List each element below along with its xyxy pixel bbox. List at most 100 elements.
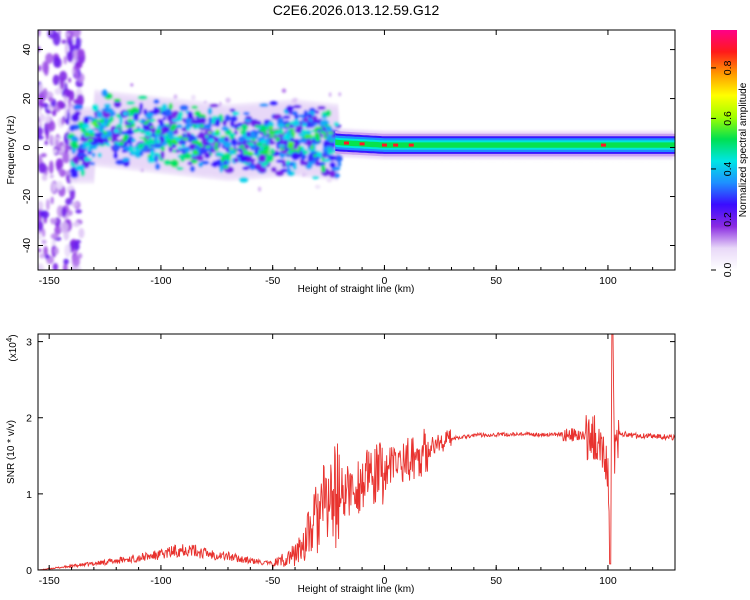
spectral-peak-blob [171, 138, 177, 142]
spectral-energy-blob [73, 104, 84, 110]
spectral-noise-blob [326, 178, 332, 183]
spectral-peak-blob [124, 124, 132, 128]
spectral-peak-blob [236, 127, 241, 131]
spectral-energy-blob [210, 148, 216, 153]
spectral-energy-blob [282, 115, 291, 120]
spectral-peak-blob [287, 141, 295, 146]
spectral-noise-blob [50, 233, 59, 240]
spectral-energy-blob [307, 113, 313, 119]
spectral-peak-blob [177, 135, 183, 139]
spectral-energy-blob [254, 148, 259, 156]
spectral-peak-blob [156, 139, 161, 144]
spectral-noise-blob [63, 144, 70, 154]
spectral-noise-blob [54, 88, 62, 95]
spectral-energy-blob [259, 103, 269, 108]
spectral-hotspot [359, 142, 365, 146]
spectral-energy-blob [317, 105, 326, 110]
spectral-peak-blob [90, 132, 95, 136]
spectral-peak-blob [141, 142, 148, 146]
spectral-noise-blob [38, 263, 45, 270]
spectral-energy-blob [161, 103, 168, 111]
spectral-energy-blob [289, 162, 294, 167]
spectral-peak-blob [232, 151, 237, 155]
spectral-peak-blob [193, 149, 198, 154]
spectral-energy-blob [211, 115, 218, 120]
spectral-energy-blob [106, 107, 114, 114]
spectrogram-xtick-label: 0 [382, 275, 388, 287]
spectral-energy-blob [187, 111, 194, 120]
spectral-energy-blob [229, 108, 236, 113]
spectral-peak-blob [237, 146, 242, 149]
spectral-peak-blob [140, 130, 145, 134]
spectral-noise-blob [49, 30, 53, 34]
spectral-peak-blob [94, 126, 101, 129]
snr-ytick-label: 1 [26, 489, 32, 501]
spectral-energy-blob [282, 159, 286, 168]
spectral-noise-blob [54, 135, 62, 141]
spectral-peak-blob [279, 147, 286, 151]
spectral-peak-blob [167, 143, 173, 148]
spectral-energy-blob [83, 116, 90, 125]
spectrogram-plot-area [38, 30, 675, 270]
spectral-energy-blob [269, 100, 278, 106]
spectral-energy-blob [198, 148, 209, 153]
spectral-energy-blob [96, 110, 103, 119]
spectral-energy-blob [210, 117, 216, 125]
spectral-noise-blob [70, 265, 78, 270]
spectral-peak-blob [220, 135, 226, 138]
spectral-noise-blob [64, 42, 69, 56]
spectral-energy-blob [153, 106, 159, 116]
spectral-noise-blob [77, 265, 82, 270]
spectral-peak-blob [290, 148, 297, 152]
spectral-noise-blob [52, 32, 61, 46]
spectral-noise-blob [61, 145, 65, 152]
spectral-peak-blob [181, 144, 186, 148]
spectral-energy-blob [154, 154, 159, 163]
spectral-energy-blob [221, 126, 230, 132]
snr-xtick-label: 0 [382, 575, 388, 587]
spectral-peak-blob [84, 132, 90, 137]
spectral-peak-blob [302, 149, 309, 155]
spectral-noise-blob [56, 134, 60, 138]
spectral-energy-blob [307, 153, 314, 162]
spectral-noise-blob [73, 201, 78, 207]
spectral-energy-blob [184, 152, 192, 160]
spectral-hotspot [381, 143, 387, 147]
spectral-noise-blob [43, 61, 49, 76]
spectral-energy-blob [89, 161, 96, 166]
spectral-energy-blob [322, 158, 331, 163]
spectral-energy-blob [172, 130, 179, 135]
spectral-energy-blob [101, 89, 108, 97]
spectral-peak-blob [103, 131, 108, 135]
spectrogram-ytick-label: -40 [21, 238, 33, 253]
spectral-peak-blob [177, 137, 181, 141]
spectral-peak-blob [215, 129, 220, 133]
spectral-noise-blob [52, 136, 56, 146]
snr-ytick-label: 0 [26, 565, 32, 577]
spectral-peak-blob [319, 130, 325, 134]
spectral-energy-blob [224, 114, 231, 122]
spectral-noise-blob [38, 65, 42, 72]
spectral-peak-blob [132, 128, 140, 133]
colorbar-tick-label: 0.4 [722, 161, 734, 176]
spectral-noise-blob [281, 88, 287, 93]
spectral-peak-blob [148, 140, 156, 145]
spectral-peak-blob [173, 141, 179, 145]
spectral-noise-blob [38, 234, 42, 240]
spectral-peak-blob [268, 150, 276, 154]
spectrogram-xtick-label: -100 [150, 275, 171, 287]
spectral-peak-blob [108, 119, 114, 122]
spectral-energy-blob [189, 165, 196, 173]
spectral-peak-blob [107, 137, 112, 141]
spectral-noise-blob [48, 120, 56, 132]
spectral-peak-blob [288, 128, 295, 132]
spectral-energy-blob [219, 165, 224, 173]
spectral-energy-blob [286, 159, 291, 165]
spectral-energy-blob [97, 137, 106, 145]
spectral-peak-blob [323, 132, 327, 136]
spectral-peak-blob [259, 129, 263, 132]
spectral-energy-blob [230, 115, 238, 123]
spectral-peak-blob [186, 127, 191, 131]
spectral-peak-blob [287, 144, 294, 149]
spectral-noise-blob [47, 105, 54, 110]
